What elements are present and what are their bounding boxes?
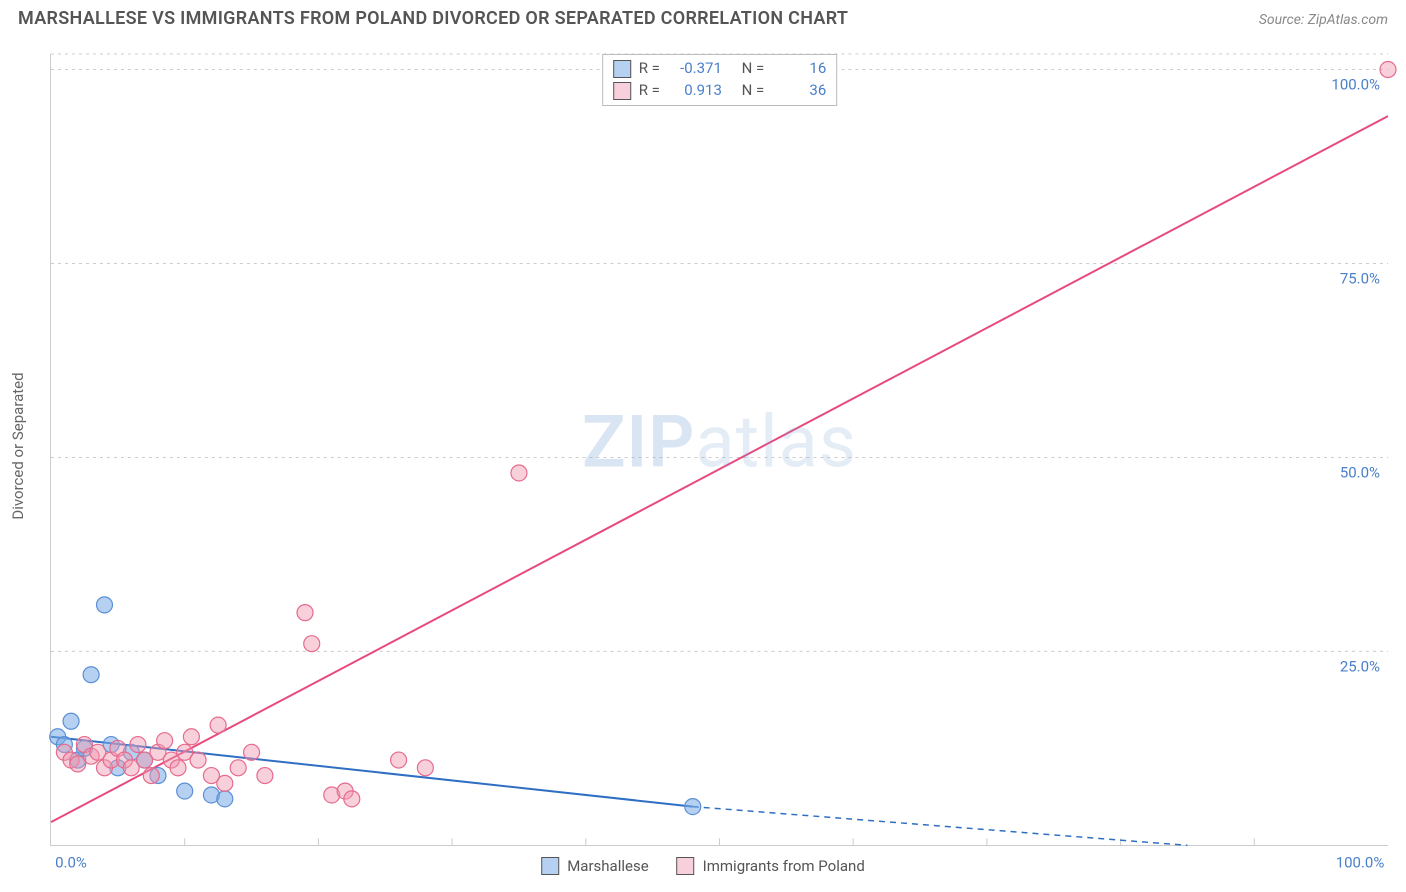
chart-title: MARSHALLESE VS IMMIGRANTS FROM POLAND DI… — [18, 8, 848, 29]
legend-label: Marshallese — [567, 857, 648, 875]
svg-text:25.0%: 25.0% — [1340, 657, 1380, 675]
n-label: N = — [742, 80, 765, 102]
legend-item-marshallese: Marshallese — [541, 857, 648, 875]
r-value-pink: 0.913 — [668, 80, 722, 102]
series-legend: Marshallese Immigrants from Poland — [541, 857, 865, 875]
r-value-blue: -0.371 — [668, 58, 722, 80]
n-value-pink: 36 — [772, 80, 826, 102]
n-value-blue: 16 — [772, 58, 826, 80]
chart-header: MARSHALLESE VS IMMIGRANTS FROM POLAND DI… — [0, 0, 1406, 29]
legend-row-blue: R = -0.371 N = 16 — [613, 58, 827, 80]
r-label: R = — [639, 58, 660, 80]
legend-label: Immigrants from Poland — [703, 857, 865, 875]
legend-swatch-icon — [677, 857, 695, 875]
legend-swatch-icon — [541, 857, 559, 875]
legend-row-pink: R = 0.913 N = 36 — [613, 80, 827, 102]
svg-text:100.0%: 100.0% — [1331, 76, 1380, 94]
svg-text:0.0%: 0.0% — [55, 853, 87, 871]
legend-item-poland: Immigrants from Poland — [677, 857, 865, 875]
svg-text:50.0%: 50.0% — [1340, 463, 1380, 481]
legend-swatch-blue — [613, 60, 631, 78]
correlation-legend: R = -0.371 N = 16 R = 0.913 N = 36 — [602, 54, 838, 106]
n-label: N = — [742, 58, 765, 80]
svg-text:75.0%: 75.0% — [1340, 269, 1380, 287]
y-axis-title: Divorced or Separated — [9, 372, 27, 519]
legend-swatch-pink — [613, 82, 631, 100]
svg-text:100.0%: 100.0% — [1336, 853, 1385, 871]
r-label: R = — [639, 80, 660, 102]
scatter-svg: 25.0%50.0%75.0%100.0%0.0%100.0% — [51, 54, 1388, 845]
plot-area: 25.0%50.0%75.0%100.0%0.0%100.0% R = -0.3… — [50, 54, 1388, 846]
chart-source: Source: ZipAtlas.com — [1259, 12, 1388, 28]
